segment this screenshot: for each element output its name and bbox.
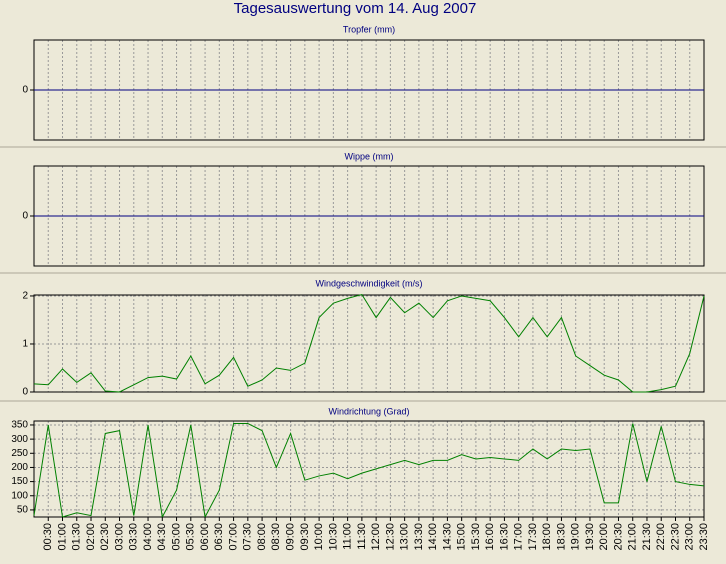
y-tick-label: 150 <box>11 476 28 487</box>
x-tick-label: 06:30 <box>213 523 225 551</box>
y-tick-label: 300 <box>11 434 28 445</box>
y-tick-label: 2 <box>22 291 28 302</box>
plot-frame <box>33 294 705 393</box>
y-tick-label: 100 <box>11 490 28 501</box>
x-tick-label: 21:00 <box>627 523 639 551</box>
x-tick-label: 16:30 <box>498 523 510 551</box>
y-tick-label: 0 <box>22 211 28 222</box>
y-tick-label: 1 <box>22 339 28 350</box>
x-tick-label: 10:30 <box>327 523 339 551</box>
x-tick-label: 01:30 <box>71 523 83 551</box>
plot-area <box>34 421 704 517</box>
x-tick-label: 17:00 <box>513 523 525 551</box>
page-title: Tagesauswertung vom 14. Aug 2007 <box>234 0 477 17</box>
x-tick-label: 02:30 <box>99 523 111 551</box>
x-tick-label: 20:00 <box>598 523 610 551</box>
x-tick-label: 09:30 <box>299 523 311 551</box>
x-tick-label: 16:00 <box>484 523 496 551</box>
x-tick-label: 10:00 <box>313 523 325 551</box>
x-tick-label: 05:30 <box>185 523 197 551</box>
x-tick-label: 09:00 <box>285 523 297 551</box>
x-tick-label: 21:30 <box>641 523 653 551</box>
chart-title: Windgeschwindigkeit (m/s) <box>315 278 422 288</box>
y-tick-label: 0 <box>22 387 28 398</box>
x-tick-label: 13:30 <box>413 523 425 551</box>
y-tick-label: 350 <box>11 420 28 431</box>
x-tick-label: 17:30 <box>527 523 539 551</box>
x-tick-label: 19:30 <box>584 523 596 551</box>
x-tick-label: 08:30 <box>270 523 282 551</box>
x-tick-label: 03:30 <box>128 523 140 551</box>
y-tick-label: 250 <box>11 448 28 459</box>
series-line <box>33 293 705 393</box>
x-tick-label: 14:00 <box>427 523 439 551</box>
x-tick-label: 08:00 <box>256 523 268 551</box>
plot-area <box>34 295 704 392</box>
x-tick-label: 12:30 <box>384 523 396 551</box>
plot-frame <box>33 420 705 518</box>
x-tick-label: 02:00 <box>85 523 97 551</box>
x-tick-label: 00:30 <box>42 523 54 551</box>
x-tick-label: 13:00 <box>399 523 411 551</box>
chart-title: Windrichtung (Grad) <box>328 406 409 416</box>
y-tick-label: 50 <box>17 505 29 516</box>
x-tick-label: 01:00 <box>56 523 68 551</box>
x-tick-label: 11:30 <box>356 523 368 550</box>
x-tick-label: 12:00 <box>370 523 382 551</box>
x-tick-label: 23:00 <box>684 523 696 551</box>
x-tick-label: 05:00 <box>170 523 182 551</box>
x-tick-label: 18:00 <box>541 523 553 551</box>
x-tick-label: 23:30 <box>698 523 710 551</box>
x-tick-label: 07:30 <box>242 523 254 551</box>
series-line <box>33 423 705 519</box>
x-tick-label: 07:00 <box>227 523 239 551</box>
chart-title: Tropfer (mm) <box>343 24 395 34</box>
x-tick-label: 11:00 <box>342 523 354 550</box>
y-tick-label: 200 <box>11 462 28 473</box>
x-tick-label: 04:00 <box>142 523 154 551</box>
x-tick-label: 18:30 <box>555 523 567 551</box>
x-tick-label: 15:00 <box>456 523 468 551</box>
x-tick-label: 19:00 <box>570 523 582 551</box>
chart-title: Wippe (mm) <box>345 151 394 161</box>
x-tick-label: 06:00 <box>199 523 211 551</box>
y-tick-label: 0 <box>22 85 28 96</box>
x-tick-label: 22:00 <box>655 523 667 551</box>
x-tick-label: 15:30 <box>470 523 482 551</box>
x-tick-label: 04:30 <box>156 523 168 551</box>
x-tick-label: 22:30 <box>669 523 681 551</box>
x-tick-label: 20:30 <box>612 523 624 551</box>
x-tick-label: 14:30 <box>441 523 453 551</box>
x-tick-label: 03:00 <box>113 523 125 551</box>
